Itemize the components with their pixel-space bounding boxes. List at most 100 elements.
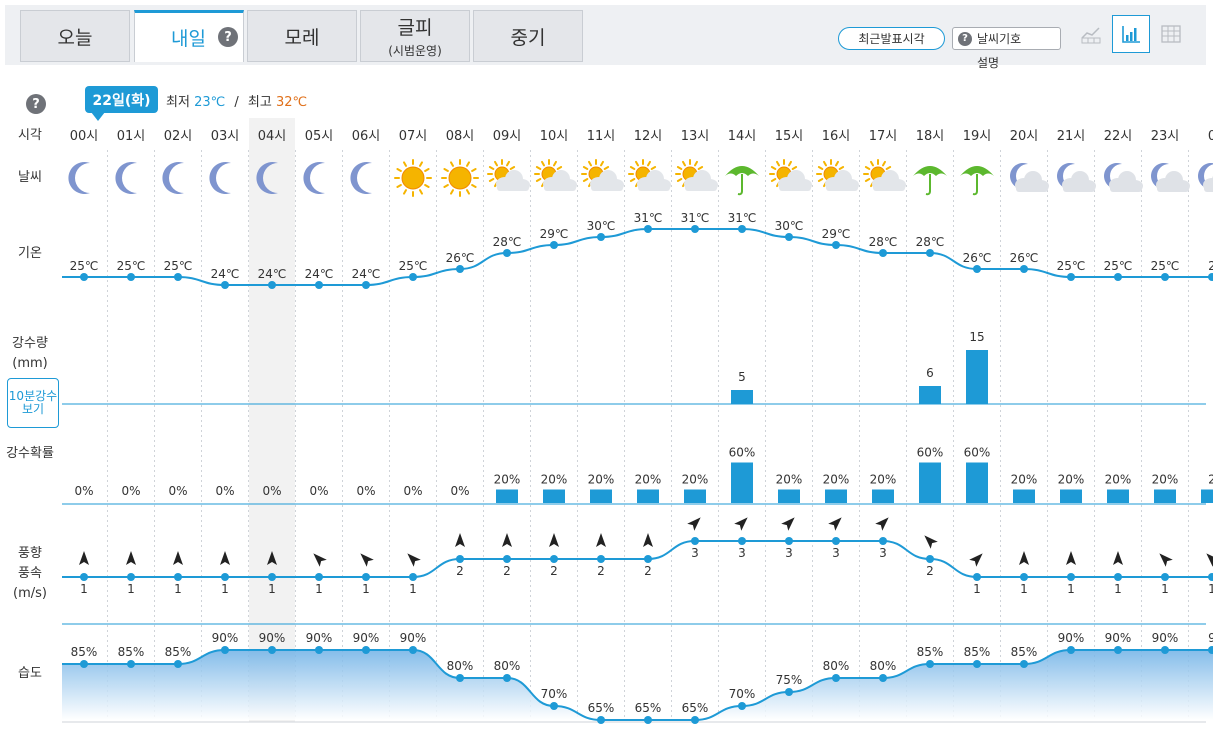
wind-speed-label: 1 (174, 582, 182, 596)
wind-speed-point (879, 537, 887, 545)
temperature-point (785, 233, 793, 241)
temperature-point (832, 241, 840, 249)
wind-arrow-icon (455, 533, 465, 547)
humidity-point (1114, 646, 1122, 654)
wind-speed-label: 1 (1067, 582, 1075, 596)
humidity-point (315, 646, 323, 654)
temperature-label: 31℃ (681, 211, 710, 225)
humidity-point (409, 646, 417, 654)
hour-label: 22시 (1104, 129, 1133, 144)
temperature-point (1161, 273, 1169, 281)
hour-label: 01시 (117, 129, 146, 144)
tomorrow-help-icon[interactable]: ? (218, 27, 238, 47)
temperature-point (221, 281, 229, 289)
moon-icon (303, 161, 325, 194)
umbrella-icon (960, 166, 994, 196)
wind-speed-label: 1 (268, 582, 276, 596)
wind-speed-label: 2 (597, 564, 605, 578)
sun-icon (441, 159, 479, 197)
humidity-label: 75% (776, 673, 803, 687)
min-temp-value: 23℃ (194, 95, 226, 110)
temperature-point (1020, 265, 1028, 273)
hour-label: 17시 (869, 129, 898, 144)
humidity-point (1067, 646, 1075, 654)
wind-speed-label: 1 (1114, 582, 1122, 596)
precipitation-bar (919, 386, 941, 404)
wind-arrow-icon (596, 533, 606, 547)
wind-speed-point (503, 555, 511, 563)
hour-label: 18시 (916, 129, 945, 144)
humidity-label: 80% (447, 659, 474, 673)
recent-release-time-button[interactable]: 최근발표시각 (838, 27, 945, 50)
wind-speed-point (738, 537, 746, 545)
temperature-label: 24℃ (211, 267, 240, 281)
moon-icon (115, 161, 137, 194)
table-chart-icon[interactable] (1072, 15, 1110, 53)
row-label-precip-prob: 강수확률 (6, 446, 54, 461)
temperature-label: 25℃ (117, 259, 146, 273)
precip-prob-bar (1154, 489, 1176, 503)
humidity-label: 85% (71, 645, 98, 659)
humidity-label: 90% (1058, 631, 1085, 645)
precip-prob-label: 2 (1208, 473, 1213, 487)
precip-prob-bar (684, 489, 706, 503)
temperature-label: 25℃ (1057, 259, 1086, 273)
wind-speed-label: 1 (127, 582, 135, 596)
temperature-label: 24℃ (258, 267, 287, 281)
sun-icon (394, 159, 432, 197)
temperature-point (550, 241, 558, 249)
row-label-wind-speed: 풍속 (18, 566, 42, 581)
precip-prob-bar (872, 489, 894, 503)
hour-label: 19시 (963, 129, 992, 144)
wind-speed-point (1114, 573, 1122, 581)
forecast-help-icon[interactable]: ? (26, 94, 46, 114)
humidity-point (973, 660, 981, 668)
highlight-column (249, 118, 295, 722)
precip-prob-label: 20% (823, 473, 850, 487)
humidity-point (738, 702, 746, 710)
tab-label: 글피 (397, 17, 433, 39)
precip-prob-label: 20% (776, 473, 803, 487)
grid-table-icon[interactable] (1152, 15, 1190, 53)
wind-speed-point (973, 573, 981, 581)
wind-arrow-icon (360, 553, 374, 567)
wind-arrow-icon (126, 551, 136, 565)
wind-speed-label: 1 (362, 582, 370, 596)
bar-chart-icon[interactable] (1112, 15, 1150, 53)
wind-speed-label: 1 (409, 582, 417, 596)
wind-arrow-icon (407, 553, 421, 567)
precip-prob-label: 20% (1152, 473, 1179, 487)
wind-arrow-icon (781, 517, 795, 531)
hour-label: 11시 (587, 129, 616, 144)
temperature-point (127, 273, 135, 281)
precip-prob-bar (1013, 489, 1035, 503)
tab-4[interactable]: 중기 (473, 10, 583, 62)
temperature-point (597, 233, 605, 241)
weather-symbol-label: 날씨기호 (977, 32, 1022, 46)
tab-2[interactable]: 모레 (247, 10, 357, 62)
humidity-label: 90% (306, 631, 333, 645)
wind-arrow-icon (1019, 551, 1029, 565)
temperature-point (80, 273, 88, 281)
humidity-label: 85% (964, 645, 991, 659)
weather-symbol-button[interactable]: ? 날씨기호 (952, 27, 1061, 50)
humidity-point (550, 702, 558, 710)
ten-minute-rain-button[interactable]: 10분강수보기 (7, 378, 59, 428)
hour-label: 07시 (399, 129, 428, 144)
tab-label: 오늘 (57, 26, 93, 49)
temperature-label: 29℃ (822, 227, 851, 241)
humidity-point (1020, 660, 1028, 668)
humidity-point (456, 674, 464, 682)
precip-prob-bar (731, 462, 753, 503)
precip-prob-label: 20% (682, 473, 709, 487)
wind-speed-label: 2 (503, 564, 511, 578)
tab-0[interactable]: 오늘 (20, 10, 130, 62)
humidity-label: 90% (1105, 631, 1132, 645)
wind-speed-label: 1 (1161, 582, 1169, 596)
wind-arrow-icon (220, 551, 230, 565)
moon-icon (162, 161, 184, 194)
wind-arrow-icon (643, 533, 653, 547)
precip-prob-label: 20% (588, 473, 615, 487)
humidity-point (1161, 646, 1169, 654)
tab-3[interactable]: 글피 (시범운영) (360, 10, 470, 62)
